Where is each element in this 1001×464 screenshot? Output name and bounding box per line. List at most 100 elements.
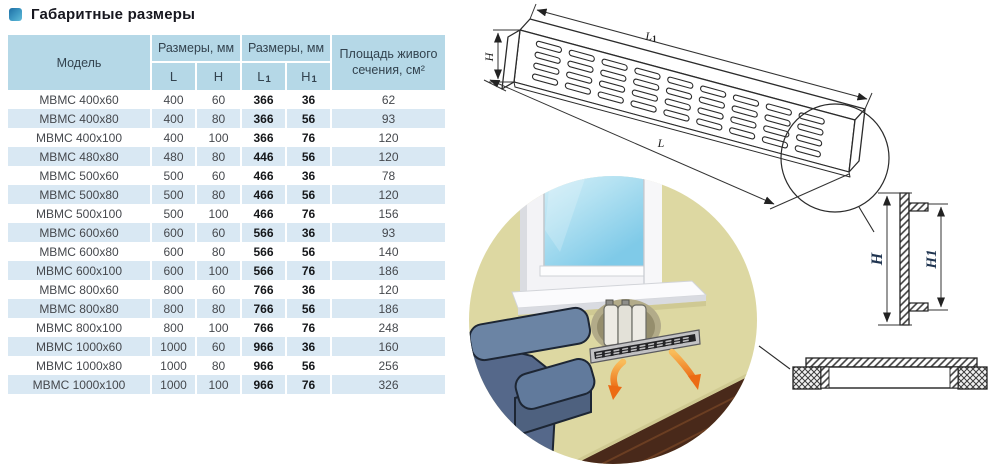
cell-h: 60 <box>197 223 242 242</box>
cell-l: 600 <box>152 223 197 242</box>
cell-area: 156 <box>378 206 399 221</box>
cell-area: 326 <box>332 375 445 394</box>
cell-h1: 56 <box>287 109 332 128</box>
cell-l1: 766 <box>242 299 287 318</box>
cell-l: 400 <box>152 128 197 147</box>
table-row: МВМС 600x80 600 80 566 56 140 <box>8 242 445 261</box>
bottom-flange <box>908 302 929 312</box>
col-header-model: Модель <box>8 35 152 90</box>
vent-grille-slots <box>596 336 689 361</box>
cell-h1: 56 <box>287 242 332 261</box>
detail-circle <box>780 103 890 213</box>
dimension-l-label: L <box>657 136 665 150</box>
cell-model: МВМС 400x100 <box>8 128 152 147</box>
cell-area: 120 <box>378 282 399 297</box>
col-header-l: L <box>152 61 197 90</box>
table-row: МВМС 500x60 500 60 466 36 78 <box>8 166 445 185</box>
section-title: Габаритные размеры <box>9 6 195 23</box>
grille-perspective-drawing: H L1 L <box>482 3 890 233</box>
cell-l1: 766 <box>242 280 287 299</box>
cell-h: 60 <box>197 280 242 299</box>
cell-l1: 966 <box>242 356 287 375</box>
cell-l: 1000 <box>152 337 197 356</box>
cross-section-drawing <box>758 345 988 390</box>
grille-flange-section <box>805 357 978 368</box>
cell-l: 800 <box>152 280 197 299</box>
table-row: МВМС 400x60 400 60 366 36 62 <box>8 90 445 109</box>
table-row: МВМС 800x60 800 60 766 36 120 <box>8 280 445 299</box>
cell-h1: 56 <box>287 185 332 204</box>
table-row: МВМС 1000x80 1000 80 966 56 256 <box>8 356 445 375</box>
dimension-side-h1 <box>928 203 948 311</box>
cell-area: 160 <box>332 337 445 356</box>
table-row: МВМС 500x80 500 80 466 56 120 <box>8 185 445 204</box>
cell-l1: 566 <box>242 223 287 242</box>
cell-h1: 36 <box>287 280 332 299</box>
cell-area: 186 <box>332 299 445 318</box>
window <box>520 176 662 292</box>
vent-grille <box>589 329 701 364</box>
cell-l1: 766 <box>242 318 287 337</box>
cell-l: 600 <box>152 242 197 261</box>
cell-h1: 36 <box>287 223 332 242</box>
side-h1-label: H1 <box>924 249 940 269</box>
col-header-h: H <box>197 61 242 90</box>
cell-l: 480 <box>152 147 197 166</box>
cell-model: МВМС 480x80 <box>8 147 152 166</box>
cell-model: МВМС 400x60 <box>8 90 152 109</box>
cell-l1: 466 <box>242 166 287 185</box>
cell-l1: 366 <box>242 109 287 128</box>
col-header-area: Площадь живого сечения, см² <box>332 35 445 90</box>
cell-h: 60 <box>197 337 242 356</box>
dimension-l <box>483 79 850 210</box>
table-row: МВМС 600x60 600 60 566 36 93 <box>8 223 445 242</box>
cell-l1: 466 <box>242 204 287 223</box>
cell-h1: 76 <box>287 318 332 337</box>
cell-l: 400 <box>152 109 197 128</box>
cell-l: 400 <box>152 90 197 109</box>
cell-l: 800 <box>152 299 197 318</box>
cell-area: 93 <box>332 223 445 242</box>
technical-illustrations: H L1 L <box>469 3 988 464</box>
panel-left-section <box>792 366 822 390</box>
grille-right-cap <box>848 108 866 173</box>
cell-h: 80 <box>197 299 242 318</box>
cell-h1: 76 <box>287 261 332 280</box>
cell-area: 120 <box>332 147 445 166</box>
cell-model: МВМС 800x100 <box>8 318 152 337</box>
cell-area: 62 <box>381 92 396 107</box>
cell-area: 256 <box>378 358 399 373</box>
cell-h: 60 <box>197 166 242 185</box>
section-bullet-icon <box>9 8 22 21</box>
cell-h: 100 <box>197 261 242 280</box>
cell-h: 80 <box>197 185 242 204</box>
cell-h: 80 <box>197 109 242 128</box>
table-row: МВМС 800x100 800 100 766 76 248 <box>8 318 445 337</box>
cell-h: 60 <box>197 90 242 109</box>
dimension-l1-label: L1 <box>644 29 657 44</box>
cell-h: 100 <box>197 318 242 337</box>
cell-model: МВМС 800x60 <box>8 280 152 299</box>
cell-area: 78 <box>381 168 396 183</box>
cell-model: МВМС 800x80 <box>8 299 152 318</box>
cell-model: МВМС 500x80 <box>8 185 152 204</box>
cell-model: МВМС 600x60 <box>8 223 152 242</box>
cell-h: 100 <box>197 128 242 147</box>
cell-h1: 56 <box>287 356 332 375</box>
cross-section-leader-line <box>758 345 791 370</box>
cell-l: 500 <box>152 166 197 185</box>
cell-l1: 366 <box>242 128 287 147</box>
cell-model: МВМС 1000x100 <box>8 375 152 394</box>
cell-area: 140 <box>378 244 399 259</box>
col-header-dims-l1h1: Размеры, мм <box>242 35 332 61</box>
col-header-h1: H1 <box>287 61 332 90</box>
cell-h1: 36 <box>287 166 332 185</box>
table-row: МВМС 500x100 500 100 466 76 156 <box>8 204 445 223</box>
page-title: Габаритные размеры <box>31 6 196 23</box>
cell-model: МВМС 1000x60 <box>8 337 152 356</box>
cell-h: 80 <box>197 147 242 166</box>
cell-h: 80 <box>197 242 242 261</box>
table-row: МВМС 1000x60 1000 60 966 36 160 <box>8 337 445 356</box>
cell-area: 120 <box>378 130 399 145</box>
